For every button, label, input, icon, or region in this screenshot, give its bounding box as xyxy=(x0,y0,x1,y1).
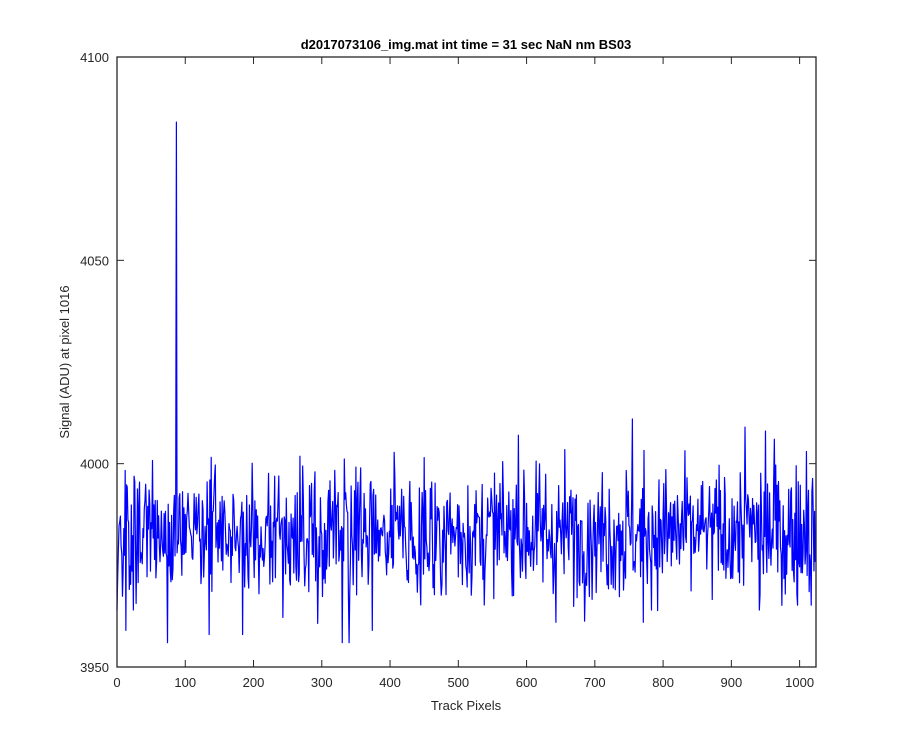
y-tick-label: 4000 xyxy=(80,457,109,472)
x-tick-label: 400 xyxy=(379,675,401,690)
y-tick-label: 4050 xyxy=(80,253,109,268)
chart-title: d2017073106_img.mat int time = 31 sec Na… xyxy=(301,37,632,52)
axes-box xyxy=(116,56,817,668)
x-tick-label: 600 xyxy=(516,675,538,690)
x-tick-label: 100 xyxy=(174,675,196,690)
x-tick-label: 0 xyxy=(113,675,120,690)
x-tick-label: 500 xyxy=(447,675,469,690)
y-tick-label: 4100 xyxy=(80,50,109,65)
x-axis-ticks: 0 100 200 300 400 500 600 700 800 900 1000 xyxy=(113,57,814,690)
x-tick-label: 900 xyxy=(721,675,743,690)
y-axis-ticks: 3950 4000 4050 4100 xyxy=(80,50,816,675)
y-tick-label: 3950 xyxy=(80,660,109,675)
x-tick-label: 200 xyxy=(243,675,265,690)
x-tick-label: 700 xyxy=(584,675,606,690)
axes-frame xyxy=(116,56,817,668)
x-tick-label: 800 xyxy=(652,675,674,690)
line-layer xyxy=(116,121,816,644)
y-axis-label: Signal (ADU) at pixel 1016 xyxy=(57,285,72,438)
plot-area xyxy=(117,57,816,667)
x-tick-label: 1000 xyxy=(785,675,814,690)
x-axis-label: Track Pixels xyxy=(431,698,502,713)
signal-line xyxy=(116,121,816,644)
x-tick-label: 300 xyxy=(311,675,333,690)
